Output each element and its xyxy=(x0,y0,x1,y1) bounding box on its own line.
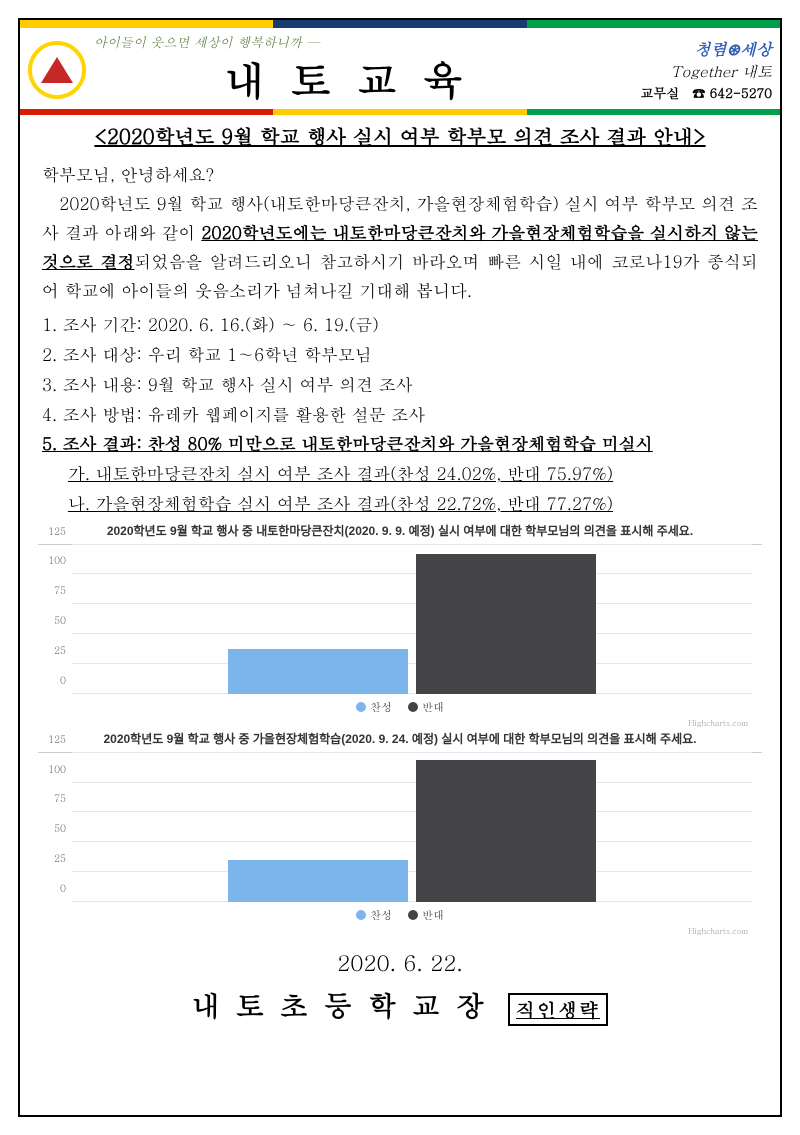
header-center: 아이들이 웃으면 세상이 행복하니까 — 내토교육 xyxy=(86,32,602,107)
chart-1-credit: Highcharts.com xyxy=(38,718,762,729)
y-tick-label: 25 xyxy=(54,643,66,657)
list-item: 3. 조사 내용: 9월 학교 행사 실시 여부 의견 조사 xyxy=(42,370,758,400)
survey-info-list: 1. 조사 기간: 2020. 6. 16.(화) ∼ 6. 19.(금) 2.… xyxy=(20,308,780,520)
legend-label: 반대 xyxy=(422,700,444,715)
legend-label: 반대 xyxy=(422,908,444,923)
y-tick-label: 50 xyxy=(54,613,66,627)
chart-2-title: 2020학년도 9월 학교 행사 중 가을현장체험학습(2020. 9. 24.… xyxy=(38,731,762,748)
y-tick-label: 125 xyxy=(48,732,66,746)
contact-line: 교무실 ☎ 642-5270 xyxy=(602,83,772,103)
chart-1-legend: 찬성 반대 xyxy=(38,694,762,719)
footer-signature: 내토초등학교장직인생략 xyxy=(20,984,780,1026)
greeting: 학부모님, 안녕하세요? xyxy=(42,160,758,189)
body-paragraph: 학부모님, 안녕하세요? 2020학년도 9월 학교 행사(내토한마당큰잔치, … xyxy=(20,156,780,308)
sub-result-b: 나. 가을현장체험학습 실시 여부 조사 결과(찬성 22.72%, 반대 77… xyxy=(42,489,758,519)
y-tick-label: 100 xyxy=(48,553,66,567)
top-color-bar xyxy=(20,20,780,28)
sub-result-a: 가. 내토한마당큰잔치 실시 여부 조사 결과(찬성 24.02%, 반대 75… xyxy=(42,459,758,489)
header: 아이들이 웃으면 세상이 행복하니까 — 내토교육 청렴⊛세상 Together… xyxy=(20,28,780,109)
list-item: 1. 조사 기간: 2020. 6. 16.(화) ∼ 6. 19.(금) xyxy=(42,310,758,340)
y-tick-label: 0 xyxy=(60,673,66,687)
header-right: 청렴⊛세상 Together 내토 교무실 ☎ 642-5270 xyxy=(602,37,772,103)
legend-label: 찬성 xyxy=(370,700,392,715)
legend-item: 찬성 xyxy=(356,908,392,923)
title-text: <2020학년도 9월 학교 행사 실시 여부 학부모 의견 조사 결과 안내> xyxy=(94,121,705,150)
bar-찬성 xyxy=(228,649,408,693)
legend-swatch-icon xyxy=(408,910,418,920)
footer-date: 2020. 6. 22. xyxy=(20,947,780,978)
legend-item: 찬성 xyxy=(356,700,392,715)
legend-item: 반대 xyxy=(408,700,444,715)
y-tick-label: 50 xyxy=(54,821,66,835)
chart-2-plot: 0255075100125 xyxy=(38,752,762,902)
legend-swatch-icon xyxy=(408,702,418,712)
y-tick-label: 100 xyxy=(48,762,66,776)
list-item: 2. 조사 대상: 우리 학교 1∼6학년 학부모님 xyxy=(42,340,758,370)
masthead-title: 내토교육 xyxy=(86,51,602,107)
y-tick-label: 0 xyxy=(60,881,66,895)
y-tick-label: 25 xyxy=(54,851,66,865)
chart-2-credit: Highcharts.com xyxy=(38,926,762,937)
document-frame: 아이들이 웃으면 세상이 행복하니까 — 내토교육 청렴⊛세상 Together… xyxy=(18,18,782,1117)
document-title: <2020학년도 9월 학교 행사 실시 여부 학부모 의견 조사 결과 안내> xyxy=(20,115,780,156)
stamp-omitted: 직인생략 xyxy=(508,993,608,1026)
school-logo-icon xyxy=(28,41,86,99)
list-item: 4. 조사 방법: 유레카 웹페이지를 활용한 설문 조사 xyxy=(42,400,758,430)
office-label: 교무실 xyxy=(640,83,679,102)
para-post: 되었음을 알려드리오니 참고하시기 바라오며 빠른 시일 내에 코로나19가 종… xyxy=(42,249,758,302)
divider-color-bar xyxy=(20,109,780,115)
legend-label: 찬성 xyxy=(370,908,392,923)
slogan-text: 아이들이 웃으면 세상이 행복하니까 — xyxy=(94,32,602,51)
chart-1-plot: 0255075100125 xyxy=(38,544,762,694)
chart-1: 2020학년도 9월 학교 행사 중 내토한마당큰잔치(2020. 9. 9. … xyxy=(20,523,780,729)
legend-swatch-icon xyxy=(356,702,366,712)
list-item-result: 5. 조사 결과: 찬성 80% 미만으로 내토한마당큰잔치와 가을현장체험학습… xyxy=(42,429,758,459)
bar-찬성 xyxy=(228,860,408,902)
chart-2: 2020학년도 9월 학교 행사 중 가을현장체험학습(2020. 9. 24.… xyxy=(20,731,780,937)
phone-number: ☎ 642-5270 xyxy=(692,83,772,102)
y-tick-label: 75 xyxy=(54,583,66,597)
header-motto-2: Together 내토 xyxy=(602,61,772,84)
y-tick-label: 75 xyxy=(54,791,66,805)
chart-1-title: 2020학년도 9월 학교 행사 중 내토한마당큰잔치(2020. 9. 9. … xyxy=(38,523,762,540)
bar-반대 xyxy=(416,554,596,693)
y-tick-label: 125 xyxy=(48,524,66,538)
bar-반대 xyxy=(416,760,596,902)
header-motto-1: 청렴⊛세상 xyxy=(602,37,772,61)
chart-2-legend: 찬성 반대 xyxy=(38,902,762,927)
signer-name: 내토초등학교장 xyxy=(192,984,500,1024)
legend-item: 반대 xyxy=(408,908,444,923)
legend-swatch-icon xyxy=(356,910,366,920)
